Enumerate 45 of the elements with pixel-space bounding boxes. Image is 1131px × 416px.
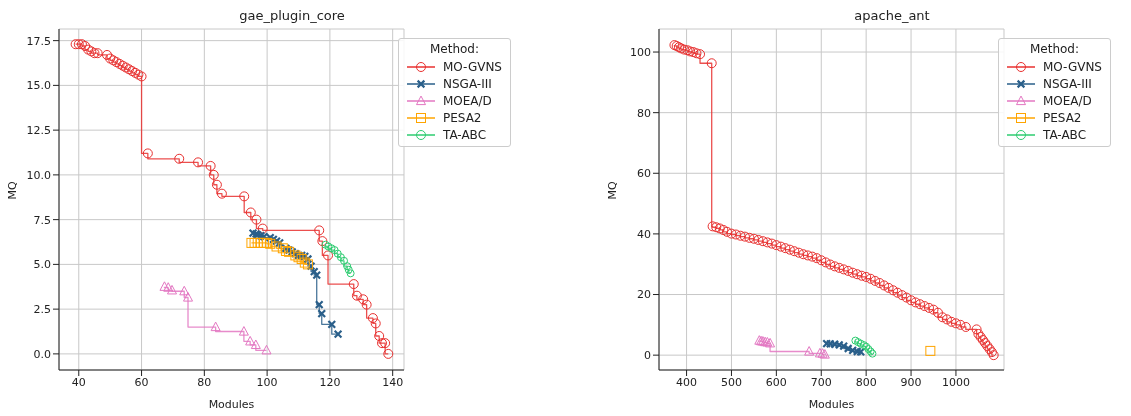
- y-tick-label: 15.0: [26, 79, 51, 93]
- x-tick-label: 900: [900, 375, 922, 389]
- x-tick-label: 1000: [941, 375, 970, 389]
- x-tick-label: 40: [71, 375, 86, 389]
- y-axis-title: MQ: [5, 181, 19, 200]
- y-tick-label: 5.0: [33, 258, 51, 272]
- x-tick-label: 60: [134, 375, 149, 389]
- x-tick-label: 600: [765, 375, 787, 389]
- y-tick-label: 80: [637, 106, 651, 120]
- chart-title: apache_ant: [853, 8, 931, 23]
- y-tick-label: 10.0: [26, 168, 51, 182]
- legend-label: MOEA/D: [442, 93, 492, 108]
- x-tick-label: 800: [855, 375, 877, 389]
- y-tick-label: 12.5: [26, 124, 51, 138]
- y-tick-label: 2.5: [33, 303, 51, 317]
- y-tick-label: 7.5: [33, 213, 51, 227]
- y-tick-label: 0: [644, 349, 651, 363]
- legend-title: Method:: [428, 42, 480, 56]
- legend-label: MO-GVNS: [442, 59, 502, 74]
- legend-label: PESA2: [442, 110, 482, 125]
- x-tick-label: 80: [197, 375, 212, 389]
- y-tick-label: 20: [637, 288, 651, 302]
- legend-label: TA-ABC: [442, 127, 487, 142]
- y-tick-label: 17.5: [26, 34, 51, 48]
- x-tick-label: 140: [382, 375, 404, 389]
- y-tick-label: 40: [637, 227, 651, 241]
- y-axis-title: MQ: [605, 181, 619, 200]
- y-tick-label: 100: [630, 45, 651, 59]
- x-tick-label: 700: [810, 375, 832, 389]
- legend-label: MO-GVNS: [1042, 59, 1102, 74]
- legend-label: PESA2: [1042, 110, 1082, 125]
- legend-label: NSGA-III: [1042, 76, 1092, 91]
- chart-title: gae_plugin_core: [238, 8, 346, 23]
- legend-label: NSGA-III: [442, 76, 492, 91]
- legend-label: TA-ABC: [1042, 127, 1087, 142]
- x-tick-label: 120: [319, 375, 341, 389]
- x-tick-label: 500: [720, 375, 742, 389]
- x-axis-title: Modules: [808, 398, 855, 411]
- y-tick-label: 0.0: [33, 347, 51, 361]
- x-tick-label: 100: [256, 375, 278, 389]
- legend-label: MOEA/D: [1042, 93, 1092, 108]
- legend-title: Method:: [1028, 42, 1080, 56]
- y-tick-label: 60: [637, 167, 651, 181]
- x-axis-title: Modules: [208, 398, 255, 411]
- x-tick-label: 400: [676, 375, 698, 389]
